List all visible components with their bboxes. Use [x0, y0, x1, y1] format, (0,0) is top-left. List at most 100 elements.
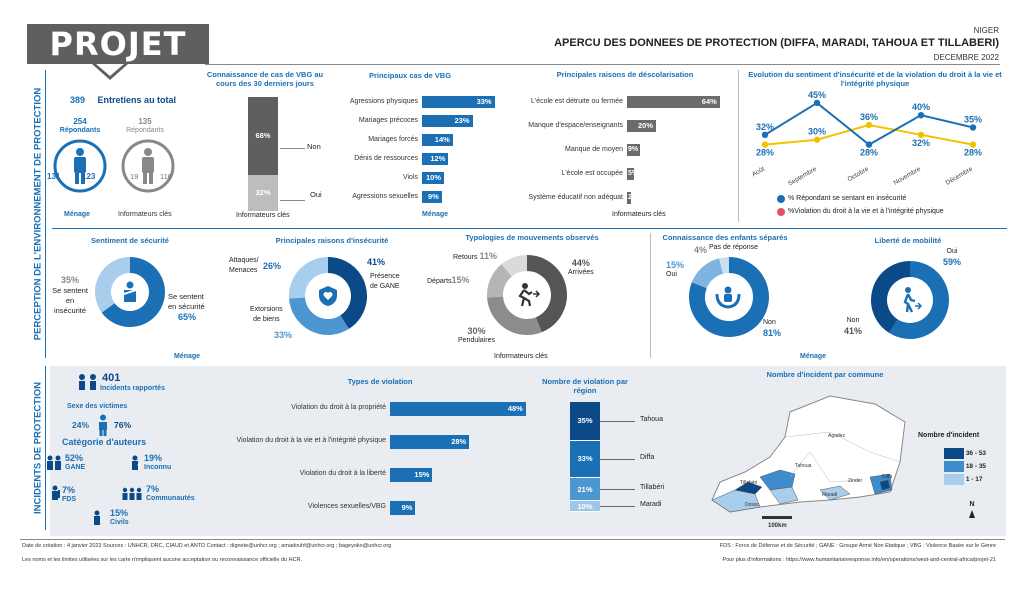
person-running-icon — [518, 283, 541, 307]
enfants-title: Connaissance des enfants séparés — [662, 233, 788, 242]
map-label-maradi: Maradi — [822, 492, 837, 498]
series-point — [969, 141, 977, 148]
securite-secure: Se sentent en sécurité 65% — [168, 292, 205, 322]
divider-middle — [52, 228, 1007, 229]
mouvements-title: Typologies de mouvements observés — [465, 233, 599, 242]
vbg-knowledge-caption: Informateurs clés — [236, 212, 290, 219]
donut-slice-arrivees — [526, 255, 567, 333]
descolarisation-bar: 2% — [627, 192, 638, 204]
soldier-icon — [52, 485, 60, 500]
report-date: DECEMBRE 2022 — [933, 53, 999, 62]
descolarisation-label: Manque de moyen — [565, 146, 623, 153]
menage-female-count: 123 — [82, 172, 96, 181]
mouvements-arrivees: 44% Arrivées — [568, 258, 594, 276]
map-legend-item: 36 - 53 — [944, 448, 986, 459]
map-label-agadez: Agadez — [828, 433, 845, 439]
data-label: 32% — [912, 138, 930, 148]
menage-count: 254 Répondants — [59, 117, 101, 134]
violation-bar: 48% — [390, 402, 526, 416]
region-leader — [600, 421, 635, 423]
insecurite-extorsions-pct: 33% — [274, 330, 293, 340]
data-label: 28% — [860, 148, 878, 158]
violation-bar: 9% — [390, 501, 416, 515]
enfants-oui: 15% Oui — [666, 260, 685, 278]
descolarisation-caption: Informateurs clés — [612, 211, 666, 218]
vbg-case-bar: 23% — [422, 115, 473, 127]
ki-people-icon — [121, 139, 175, 193]
enfants-non: Non 81% — [763, 319, 782, 338]
region-leader — [600, 506, 635, 508]
series-point — [761, 131, 769, 139]
evolution-title: Evolution du sentiment d'insécurité et d… — [748, 70, 1002, 88]
violation-label: Violation du droit à la propriété — [291, 404, 386, 411]
enfants-donut — [689, 257, 769, 337]
mouvements-caption: Informateurs clés — [494, 353, 548, 360]
donut-slice-secure — [101, 257, 165, 327]
region-segment: 35% — [570, 402, 600, 441]
violation-label: Violences sexuelles/VBG — [307, 503, 386, 510]
person-injured-icon — [123, 281, 137, 302]
menage-male-count: 131 — [47, 172, 61, 181]
region-leader — [600, 459, 635, 461]
footer-abbreviations: FDS : Force de Défense et de Sécurité ; … — [719, 543, 996, 549]
region-segment: 33% — [570, 440, 600, 478]
donut-slice-pendulaires — [487, 295, 542, 335]
map-label-dosso: Dosso — [745, 502, 759, 508]
menage-people-icon — [53, 139, 107, 193]
inconnu-stat: 19% Inconnu — [144, 453, 172, 471]
series-point — [917, 131, 925, 139]
region-label: Tahoua — [640, 416, 663, 424]
gane-icon — [47, 455, 61, 470]
map-scale: 100km — [768, 523, 787, 529]
person-walking-icon — [903, 287, 923, 313]
series-point — [813, 99, 821, 107]
country-label: NIGER — [973, 26, 999, 35]
logo: PROJET 21 — [27, 24, 209, 103]
data-label: 35% — [964, 114, 982, 124]
vbg-cases-caption: Ménage — [422, 211, 449, 218]
divider-mid-right — [650, 233, 651, 358]
descolarisation-label: Système éducatif non adéquat — [528, 194, 623, 201]
data-label: 28% — [756, 148, 774, 158]
violations-chart: Violation du droit à la propriété 48% Viol… — [180, 398, 530, 523]
region-segment: 21% — [570, 477, 600, 501]
donut-slice-npr — [719, 257, 730, 274]
donut-slice-oui — [691, 258, 724, 289]
violation-bar: 28% — [390, 435, 470, 449]
vbg-case-bar: 9% — [422, 191, 442, 203]
violations-title: Types de violation — [347, 377, 413, 386]
series-point — [865, 121, 873, 129]
evolution-legend-insecurite-marker — [777, 195, 785, 203]
evolution-legend-insecurite: % Répondant se sentant en insécurité — [788, 195, 907, 202]
descolarisation-bar: 64% — [627, 96, 720, 108]
incidents-count-label: Incidents rapportés — [100, 385, 165, 392]
region-leader — [600, 489, 635, 491]
insecurite-extorsions: Extorsions de biens — [250, 306, 283, 323]
x-tick-label: Août — [751, 166, 766, 179]
vbg-non-label: Non — [307, 142, 321, 151]
region-label: Diffa — [640, 454, 655, 462]
vbg-cases-title: Principaux cas de VBG — [368, 71, 452, 80]
map-legend-item: 18 - 35 — [944, 461, 986, 472]
civilian-icon — [94, 510, 100, 525]
side-line-bottom — [45, 366, 46, 530]
ki-caption: Informateurs clés — [118, 211, 172, 218]
svg-text:?: ? — [137, 464, 141, 471]
donut-slice-departs — [487, 264, 513, 298]
mouvements-departs: Départs15% — [427, 275, 470, 285]
entretiens-total: 389 Entretiens au total — [70, 95, 177, 105]
descolarisation-bar: 20% — [627, 120, 656, 132]
region-segment: 10% — [570, 500, 600, 512]
community-icon — [122, 487, 142, 500]
descolarisation-label: L'école est occupée — [561, 170, 623, 177]
violation-bar: 15% — [390, 468, 433, 482]
unknown-person-icon: ? — [132, 455, 141, 471]
descolarisation-label: Manque d'espace/enseignants — [528, 122, 623, 129]
vbg-non-leader — [280, 148, 305, 149]
vbg-oui-leader — [280, 200, 305, 201]
series-point — [813, 136, 821, 143]
ki-female-count: 116 — [160, 172, 172, 181]
donut-slice-oui — [889, 261, 949, 339]
ki-count: 135 Répondants — [126, 117, 164, 134]
data-label: 45% — [808, 90, 826, 100]
